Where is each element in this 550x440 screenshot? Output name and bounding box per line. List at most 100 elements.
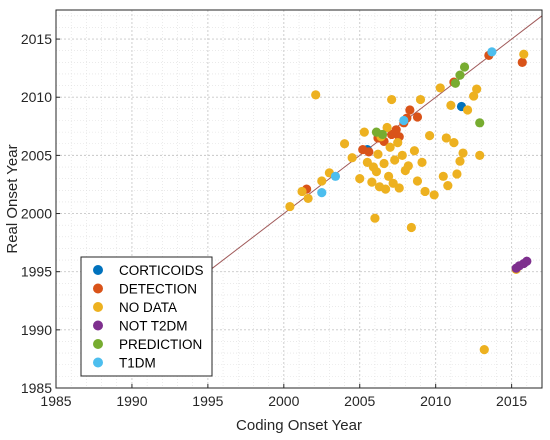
data-point (359, 127, 369, 137)
x-tick-label: 2010 (420, 393, 451, 409)
data-point (446, 100, 456, 110)
data-point (317, 188, 327, 198)
legend-item: T1DM (93, 356, 156, 371)
data-point (380, 184, 391, 194)
data-point (311, 90, 321, 100)
plot-frame (55, 9, 543, 389)
data-point (330, 171, 341, 181)
data-point (387, 94, 397, 105)
x-tick-label: 2015 (496, 393, 527, 409)
x-tick-label: 1990 (116, 393, 147, 409)
legend: CORTICOIDS DETECTION NO DATA NOT T2DM PREDIC… (80, 256, 213, 377)
data-point (443, 181, 453, 191)
data-point (455, 156, 465, 166)
data-point (519, 49, 529, 59)
data-point (435, 83, 445, 93)
data-point (522, 256, 532, 266)
legend-label: DETECTION (119, 282, 197, 297)
data-point (347, 153, 357, 163)
data-point (364, 147, 374, 157)
x-tick-label: 2005 (344, 393, 375, 409)
data-point (475, 150, 485, 160)
data-point (317, 176, 327, 186)
data-point (409, 146, 420, 156)
y-tick-label: 2015 (21, 31, 52, 47)
data-point (420, 186, 430, 197)
data-point (425, 131, 435, 141)
legend-marker (93, 283, 103, 294)
axis-ticks: 1985 1990 1995 2000 2005 2010 2015 1985 1990 1995… (21, 31, 528, 409)
data-point (393, 137, 403, 148)
legend-marker (93, 339, 103, 349)
data-point (406, 222, 416, 233)
data-point (405, 105, 415, 115)
y-tick-label: 2005 (21, 147, 52, 163)
data-point (285, 201, 295, 212)
x-axis-label: Coding Onset Year (236, 417, 362, 434)
series-not-t2dm (511, 256, 532, 273)
data-points (285, 47, 532, 355)
data-point (458, 148, 468, 158)
x-tick-label: 1995 (192, 393, 223, 409)
legend-box (80, 256, 213, 377)
y-tick-label: 2000 (21, 206, 52, 222)
data-point (355, 174, 365, 184)
data-point (475, 118, 485, 128)
legend-label: PREDICTION (119, 337, 202, 352)
data-point (397, 150, 407, 160)
legend-item: PREDICTION (93, 337, 202, 352)
legend-item: NOT T2DM (93, 319, 188, 334)
data-point (462, 105, 473, 115)
data-point (391, 125, 401, 135)
data-point (297, 186, 307, 197)
data-point (487, 47, 497, 57)
y-tick-label: 1985 (21, 380, 52, 396)
data-point (390, 155, 400, 165)
data-point (441, 133, 451, 143)
data-point (370, 213, 380, 223)
y-tick-label: 1995 (21, 264, 52, 280)
series-t1dm (317, 47, 497, 198)
legend-label: T1DM (119, 356, 156, 371)
y-axis-label: Real Onset Year (4, 144, 21, 253)
legend-marker (93, 302, 103, 312)
series-prediction (371, 62, 485, 140)
data-point (479, 345, 489, 355)
data-point (472, 84, 482, 94)
data-point (517, 57, 527, 67)
y-tick-label: 1990 (21, 322, 52, 338)
data-point (469, 91, 479, 101)
data-point (452, 169, 462, 179)
x-tick-label: 1985 (40, 393, 71, 409)
data-point (373, 149, 383, 159)
y-tick-label: 2010 (21, 89, 52, 105)
data-point (399, 115, 409, 126)
legend-item: NO DATA (93, 300, 177, 315)
data-point (394, 183, 404, 193)
data-point (455, 70, 465, 80)
data-point (449, 137, 459, 148)
data-point (379, 158, 389, 169)
data-point (367, 177, 377, 187)
series-no-data (285, 49, 529, 355)
data-point (385, 142, 395, 152)
data-point (377, 129, 388, 140)
data-point (403, 161, 413, 171)
data-point (429, 190, 439, 200)
legend-label: CORTICOIDS (119, 263, 204, 278)
data-point (438, 171, 448, 181)
data-point (412, 112, 423, 122)
data-point (415, 94, 426, 105)
legend-item: CORTICOIDS (93, 263, 204, 278)
data-point (459, 62, 470, 72)
data-point (303, 193, 313, 204)
data-point (450, 78, 461, 88)
data-point (412, 176, 423, 186)
legend-item: DETECTION (93, 282, 197, 297)
data-point (371, 167, 382, 177)
legend-label: NOT T2DM (119, 319, 188, 334)
legend-marker (93, 265, 103, 275)
legend-marker (93, 357, 103, 368)
data-point (382, 122, 392, 133)
